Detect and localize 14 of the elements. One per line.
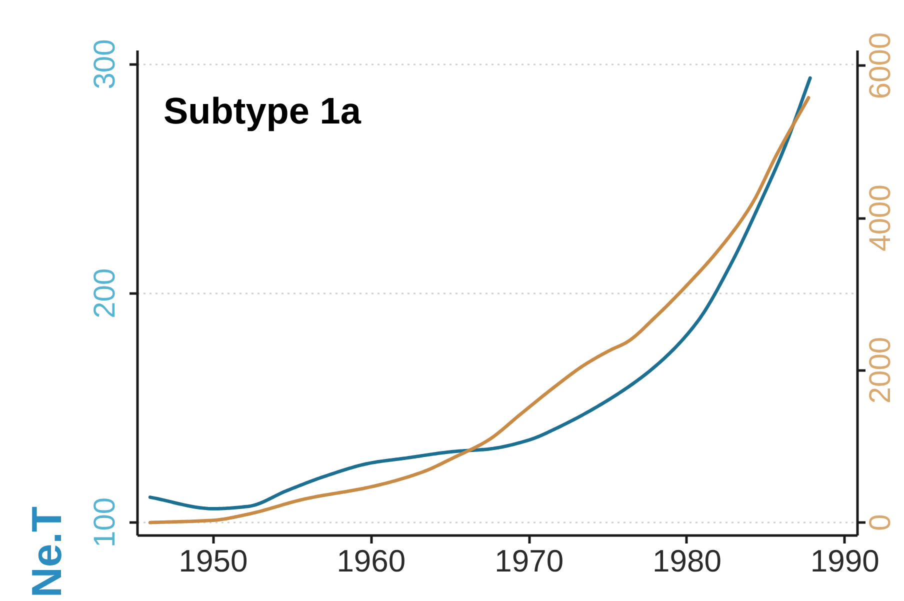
text: Subtype 1a [164, 90, 362, 132]
y-tick-label: 300 [88, 39, 122, 90]
y2-tick-label: 6000 [864, 32, 897, 100]
y-tick-label: 200 [88, 268, 122, 318]
y-tick-label: 100 [88, 497, 122, 548]
x-tick-label: 1960 [336, 544, 406, 578]
y2-tick-label: 0 [864, 514, 897, 531]
x-tick-label: 1970 [494, 544, 564, 578]
y2-tick-label: 2000 [864, 336, 897, 404]
y-axis-title: Ne.T [23, 506, 70, 598]
x-tick-label: 1980 [652, 544, 722, 578]
x-tick-label: 1990 [810, 544, 880, 578]
y2-tick-label: 4000 [864, 184, 897, 252]
x-tick-label: 1950 [178, 544, 248, 578]
